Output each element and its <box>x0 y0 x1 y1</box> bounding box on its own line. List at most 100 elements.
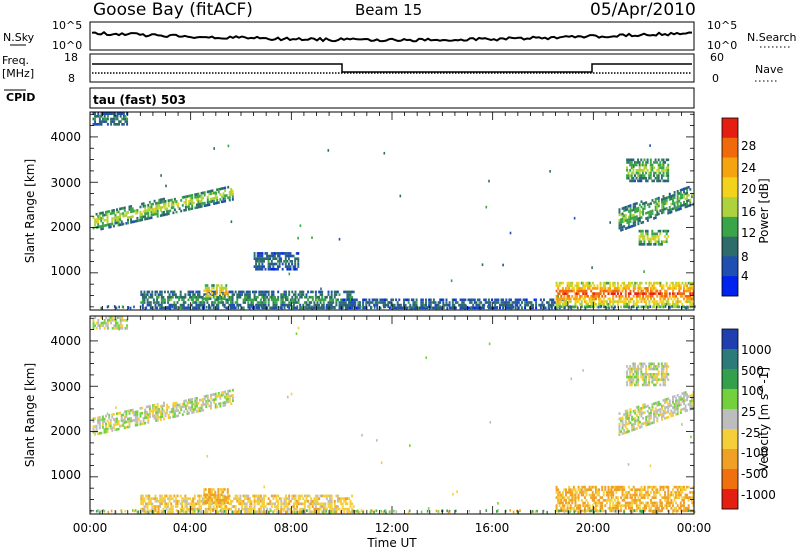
data-cell <box>245 510 248 514</box>
data-cell <box>590 305 593 309</box>
data-cell <box>469 306 472 310</box>
data-cell <box>566 284 569 288</box>
data-cell <box>140 494 143 498</box>
data-cell <box>690 499 693 502</box>
data-cell <box>108 414 111 417</box>
data-cell <box>634 287 637 290</box>
data-cell <box>656 404 659 407</box>
data-cell <box>335 303 338 307</box>
data-cell <box>139 218 142 222</box>
data-cell <box>277 260 279 263</box>
data-cell <box>653 421 656 424</box>
data-cell <box>270 295 273 299</box>
data-cell <box>220 301 223 304</box>
data-cell <box>648 414 651 418</box>
data-cell <box>676 292 679 295</box>
data-cell <box>667 408 670 411</box>
data-cell <box>149 303 152 307</box>
data-cell <box>124 120 127 123</box>
data-cell <box>117 215 120 219</box>
data-cell <box>130 221 133 224</box>
data-cell <box>95 321 98 325</box>
data-cell <box>591 485 594 489</box>
data-cell <box>671 305 673 308</box>
noise-trace <box>91 31 693 43</box>
data-cell <box>577 504 580 507</box>
data-cell <box>286 305 289 309</box>
data-cell <box>121 123 124 126</box>
data-cell <box>533 298 536 302</box>
data-cell <box>643 240 646 244</box>
data-cell <box>635 501 638 505</box>
data-cell <box>503 303 506 307</box>
data-cell <box>136 410 139 414</box>
data-cell <box>190 507 193 511</box>
data-cell <box>204 286 207 290</box>
data-cell <box>289 499 292 503</box>
data-cell <box>103 327 106 330</box>
data-cell <box>325 497 328 500</box>
data-cell <box>665 196 668 200</box>
data-cell <box>302 502 305 506</box>
data-cell <box>588 488 591 492</box>
data-cell <box>297 298 300 302</box>
data-cell <box>241 306 243 310</box>
data-cell <box>634 427 637 431</box>
data-cell <box>635 378 638 381</box>
data-cell <box>141 494 144 498</box>
data-cell <box>410 298 413 302</box>
data-cell <box>219 198 222 201</box>
data-cell <box>627 161 630 164</box>
data-cell <box>256 265 259 268</box>
data-cell <box>175 414 178 418</box>
data-cell <box>281 252 284 255</box>
data-cell <box>470 298 473 302</box>
data-cell <box>681 193 684 197</box>
data-cell <box>620 504 623 507</box>
data-cell <box>126 123 129 126</box>
data-cell <box>259 505 262 508</box>
data-cell <box>624 425 627 429</box>
data-cell <box>346 293 349 296</box>
data-cell <box>287 267 290 271</box>
data-cell <box>159 415 162 419</box>
data-cell <box>92 425 95 429</box>
data-cell <box>571 289 574 293</box>
data-cell <box>640 287 643 290</box>
data-cell <box>219 286 221 290</box>
data-cell <box>615 491 618 494</box>
data-cell <box>684 306 687 309</box>
data-cell <box>208 305 210 308</box>
data-cell <box>621 499 624 502</box>
data-cell <box>267 267 270 271</box>
data-cell <box>618 297 621 301</box>
data-cell <box>672 287 674 290</box>
data-cell <box>152 202 154 206</box>
data-cell <box>195 306 197 310</box>
data-cell <box>548 306 551 310</box>
data-cell <box>245 505 248 508</box>
data-cell <box>153 213 156 216</box>
data-cell <box>432 301 435 304</box>
data-cell <box>627 430 630 433</box>
data-cell <box>572 289 575 293</box>
data-cell <box>684 391 687 394</box>
data-cell <box>631 209 634 212</box>
data-cell <box>149 293 152 296</box>
data-cell <box>272 303 275 307</box>
data-cell <box>102 112 105 116</box>
data-cell <box>313 303 316 307</box>
data-cell <box>634 205 637 208</box>
data-cell <box>631 224 634 228</box>
data-cell <box>640 210 643 214</box>
data-cell <box>679 411 682 414</box>
data-cell <box>267 298 270 302</box>
data-cell <box>365 303 368 307</box>
data-cell <box>230 295 232 299</box>
data-cell <box>446 306 448 310</box>
data-cell <box>250 510 253 514</box>
data-cell <box>649 375 652 379</box>
data-cell <box>289 301 292 304</box>
data-cell <box>664 499 667 502</box>
data-cell <box>228 295 231 299</box>
